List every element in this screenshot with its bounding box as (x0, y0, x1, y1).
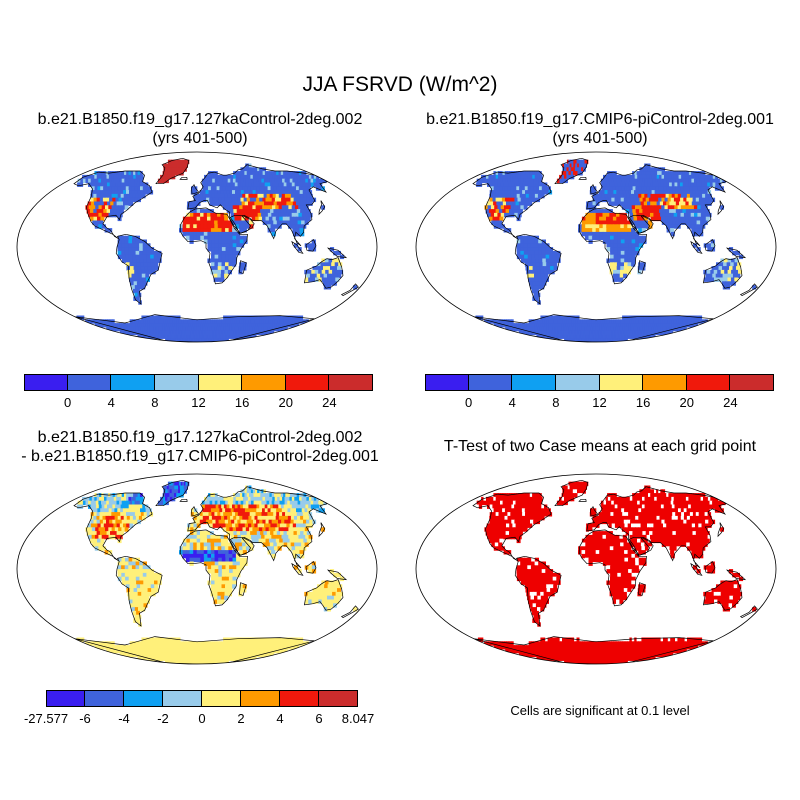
colorbar-tick-label: 4 (276, 711, 284, 726)
colorbar-tick-label: 16 (635, 395, 651, 410)
colorbar-tick-label: 12 (191, 395, 206, 410)
panel-case1-title: b.e21.B1850.f19_g17.127kaControl-2deg.00… (0, 110, 400, 148)
colorbar-tick-label: 0 (198, 711, 206, 726)
colorbar-tick-label: 24 (723, 395, 738, 410)
colorbar-tick-label: 4 (508, 395, 516, 410)
panel-case1-title-line1: b.e21.B1850.f19_g17.127kaControl-2deg.00… (37, 111, 363, 128)
colorbar-difference: -27.577 -6 -4 -2 0 2 4 6 8.047 (24, 690, 374, 730)
colorbar-box (686, 374, 731, 391)
panel-case1-title-line2: (yrs 401-500) (152, 130, 248, 147)
colorbar-box (280, 690, 319, 707)
colorbar-tick-label: -4 (118, 711, 130, 726)
colorbar-tick-label: 8.047 (341, 711, 375, 726)
colorbar-box (285, 374, 330, 391)
colorbar-box (202, 690, 241, 707)
colorbar-box (730, 374, 774, 391)
colorbar-case1: 0 4 8 12 16 20 24 (24, 374, 373, 414)
panel-difference-title-line2: - b.e21.B1850.f19_g17.CMIP6-piControl-2d… (21, 448, 379, 465)
significance-note: Cells are significant at 0.1 level (510, 703, 690, 718)
colorbar-tick-label: 20 (278, 395, 293, 410)
panel-case2-title-line1: b.e21.B1850.f19_g17.CMIP6-piControl-2deg… (426, 111, 774, 128)
colorbar-box (242, 374, 286, 391)
colorbar-tick-label: 6 (315, 711, 323, 726)
colorbar-tick-label: 4 (107, 395, 115, 410)
colorbar-box (198, 374, 243, 391)
figure-title: JJA FSRVD (W/m^2) (302, 73, 498, 96)
map-case2-border (415, 151, 777, 343)
colorbar-tick-label: -27.577 (23, 711, 69, 726)
colorbar-tick-label: 0 (465, 395, 473, 410)
colorbar-tick-label: -6 (79, 711, 91, 726)
colorbar-box (163, 690, 202, 707)
colorbar-tick-label: 8 (151, 395, 159, 410)
panel-difference-title: b.e21.B1850.f19_g17.127kaControl-2deg.00… (0, 428, 400, 466)
colorbar-box (555, 374, 600, 391)
colorbar-box (85, 690, 124, 707)
colorbar-tick-label: 8 (552, 395, 560, 410)
coastline (73, 479, 359, 664)
panel-case2-title-line2: (yrs 401-500) (552, 130, 648, 147)
colorbar-tick-label: 24 (322, 395, 337, 410)
coastline (73, 157, 359, 342)
colorbar-tick-label: -2 (157, 711, 169, 726)
map-difference-border (16, 473, 378, 665)
colorbar-tick-label: 0 (64, 395, 72, 410)
colorbar-box (319, 690, 358, 707)
colorbar-box (241, 690, 280, 707)
map-ttest (472, 479, 758, 664)
colorbar-box (111, 374, 155, 391)
coastline (472, 479, 758, 664)
map-difference (73, 479, 359, 664)
colorbar-tick-label: 20 (679, 395, 694, 410)
colorbar-box (425, 374, 469, 391)
panel-case2-title: b.e21.B1850.f19_g17.CMIP6-piControl-2deg… (400, 110, 800, 148)
colorbar-tick-label: 12 (592, 395, 607, 410)
colorbar-box (154, 374, 199, 391)
colorbar-box (512, 374, 556, 391)
panel-ttest-title-line1: T-Test of two Case means at each grid po… (443, 438, 757, 455)
colorbar-box (643, 374, 687, 391)
map-case1 (73, 157, 359, 342)
colorbar-box (329, 374, 373, 391)
panel-difference-title-line1: b.e21.B1850.f19_g17.127kaControl-2deg.00… (37, 429, 363, 446)
colorbar-box (67, 374, 112, 391)
colorbar-tick-label: 16 (234, 395, 250, 410)
map-case1-border (16, 151, 378, 343)
map-ttest-border (415, 473, 777, 665)
coastline (472, 157, 758, 342)
colorbar-tick-label: 2 (237, 711, 245, 726)
colorbar-box (46, 690, 85, 707)
colorbar-box (468, 374, 513, 391)
colorbar-box (124, 690, 163, 707)
panel-ttest-title: T-Test of two Case means at each grid po… (400, 437, 800, 456)
map-case2 (472, 157, 758, 342)
colorbar-box (599, 374, 644, 391)
colorbar-case2: 0 4 8 12 16 20 24 (425, 374, 774, 414)
colorbar-box (24, 374, 68, 391)
